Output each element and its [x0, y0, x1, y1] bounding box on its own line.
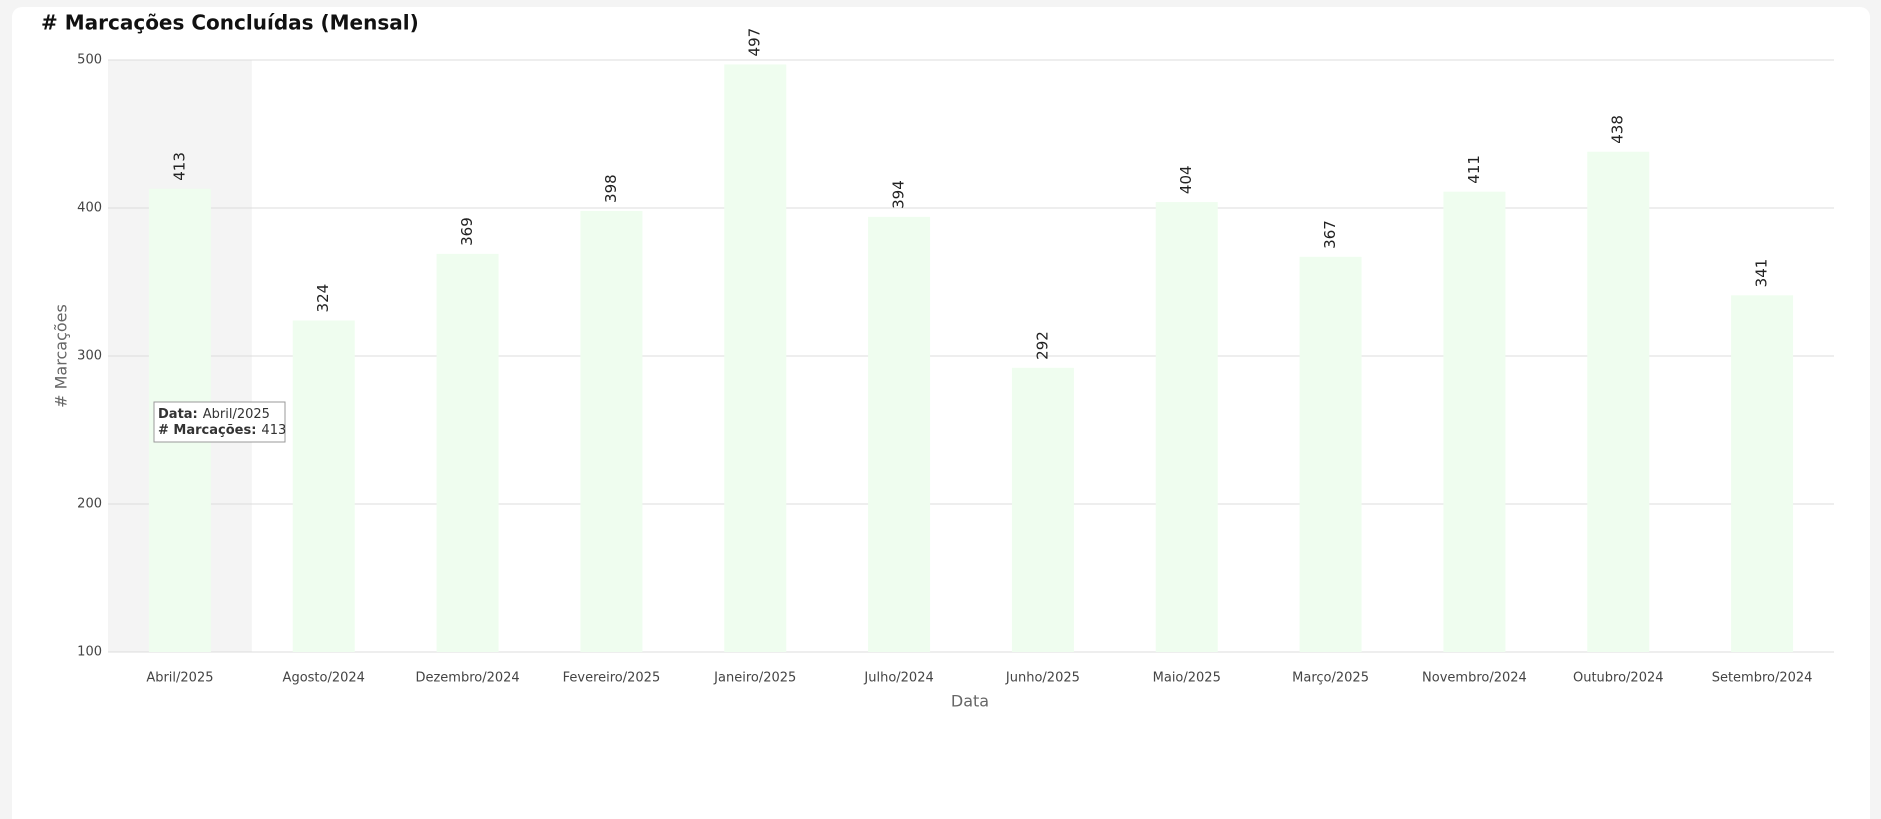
data-label: 324: [314, 284, 332, 313]
x-tick-label: Outubro/2024: [1573, 671, 1664, 686]
data-label: 413: [170, 152, 188, 181]
tooltip-line: # Marcações: 413: [158, 423, 286, 438]
bar: [1587, 151, 1650, 652]
bar: [724, 64, 787, 652]
bar: [292, 320, 355, 652]
data-label: 398: [602, 174, 620, 203]
bar: [1155, 202, 1218, 652]
data-label: 292: [1033, 331, 1051, 360]
bar: [1731, 295, 1794, 652]
x-tick-label: Abril/2025: [146, 671, 213, 686]
data-label: 411: [1465, 155, 1483, 184]
x-tick-label: Janeiro/2025: [713, 671, 796, 686]
data-label: 394: [890, 180, 908, 209]
x-tick-label: Dezembro/2024: [415, 671, 519, 686]
x-tick-label: Maio/2025: [1153, 671, 1221, 686]
bar: [868, 216, 931, 652]
data-label: 438: [1609, 115, 1627, 144]
chart-title: # Marcações Concluídas (Mensal): [41, 11, 419, 35]
y-tick-label: 300: [77, 349, 102, 364]
data-label: 341: [1753, 259, 1771, 288]
data-label: 367: [1321, 220, 1339, 249]
x-axis-title: Data: [951, 692, 989, 711]
tooltip-line: Data: Abril/2025: [158, 407, 270, 422]
y-tick-label: 100: [77, 645, 102, 660]
y-tick-label: 200: [77, 497, 102, 512]
x-tick-label: Fevereiro/2025: [563, 671, 661, 686]
tooltip-label: Data:: [158, 407, 198, 422]
y-axis-title: # Marcações: [52, 304, 71, 408]
x-tick-label: Setembro/2024: [1712, 671, 1813, 686]
data-label: 497: [746, 28, 764, 57]
tooltip-value: Abril/2025: [203, 407, 270, 422]
tooltip: Data: Abril/2025# Marcações: 413: [153, 401, 286, 443]
tooltip-label: # Marcações:: [158, 423, 256, 438]
tooltip-box: [153, 401, 286, 443]
bar: [1443, 191, 1506, 652]
x-tick-label: Novembro/2024: [1422, 671, 1527, 686]
bar: [436, 253, 499, 652]
data-label: 369: [458, 217, 476, 246]
x-tick-label: Março/2025: [1292, 671, 1369, 686]
bar: [1011, 367, 1074, 652]
x-tick-label: Julho/2024: [863, 671, 933, 686]
x-tick-label: Junho/2025: [1005, 671, 1080, 686]
y-tick-label: 400: [77, 201, 102, 216]
data-label: 404: [1177, 165, 1195, 194]
tooltip-value: 413: [261, 423, 286, 438]
x-tick-label: Agosto/2024: [283, 671, 365, 686]
bar: [1299, 256, 1362, 652]
bar: [580, 210, 643, 652]
y-tick-label: 500: [77, 53, 102, 68]
